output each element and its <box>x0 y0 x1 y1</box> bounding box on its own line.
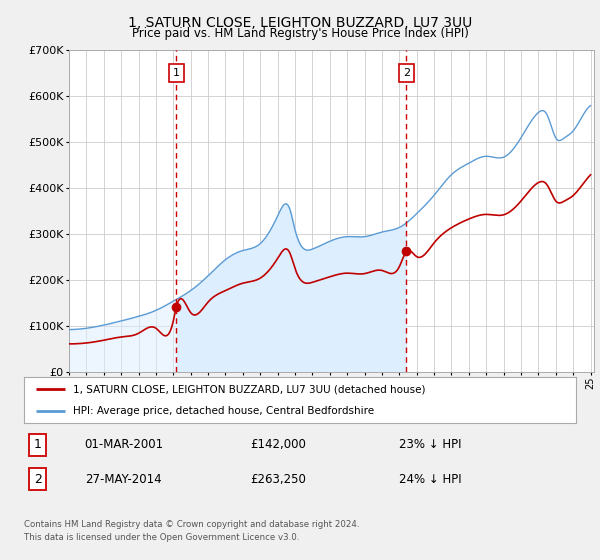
Text: 1, SATURN CLOSE, LEIGHTON BUZZARD, LU7 3UU: 1, SATURN CLOSE, LEIGHTON BUZZARD, LU7 3… <box>128 16 472 30</box>
Text: 24% ↓ HPI: 24% ↓ HPI <box>400 473 462 486</box>
Text: £263,250: £263,250 <box>250 473 306 486</box>
Text: Contains HM Land Registry data © Crown copyright and database right 2024.: Contains HM Land Registry data © Crown c… <box>24 520 359 529</box>
Text: 01-MAR-2001: 01-MAR-2001 <box>85 438 164 451</box>
Text: £142,000: £142,000 <box>250 438 306 451</box>
Text: 23% ↓ HPI: 23% ↓ HPI <box>400 438 462 451</box>
Text: 2: 2 <box>34 473 42 486</box>
Text: 1: 1 <box>173 68 180 78</box>
Text: Price paid vs. HM Land Registry's House Price Index (HPI): Price paid vs. HM Land Registry's House … <box>131 27 469 40</box>
Text: This data is licensed under the Open Government Licence v3.0.: This data is licensed under the Open Gov… <box>24 533 299 542</box>
Text: 2: 2 <box>403 68 410 78</box>
Text: 27-MAY-2014: 27-MAY-2014 <box>85 473 161 486</box>
Text: 1: 1 <box>34 438 42 451</box>
Text: 1, SATURN CLOSE, LEIGHTON BUZZARD, LU7 3UU (detached house): 1, SATURN CLOSE, LEIGHTON BUZZARD, LU7 3… <box>73 384 425 394</box>
Text: HPI: Average price, detached house, Central Bedfordshire: HPI: Average price, detached house, Cent… <box>73 407 374 416</box>
